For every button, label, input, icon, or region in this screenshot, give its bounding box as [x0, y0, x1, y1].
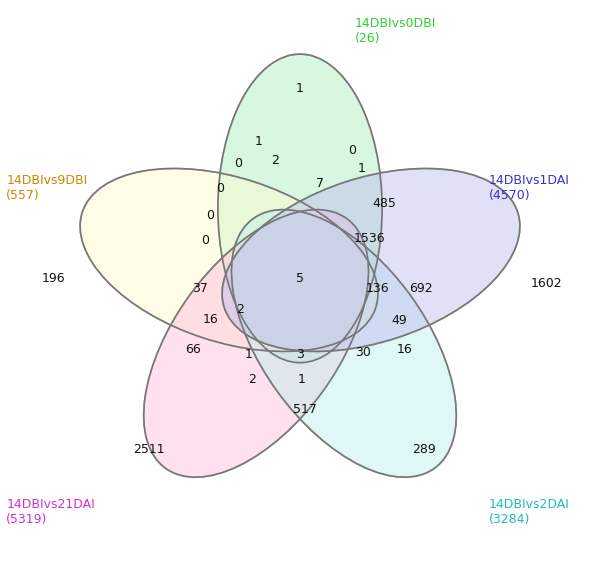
Text: 1: 1	[358, 162, 365, 175]
Text: 289: 289	[413, 443, 436, 455]
Text: 0: 0	[202, 234, 209, 247]
Text: 5: 5	[296, 272, 304, 284]
Text: 485: 485	[373, 197, 397, 210]
Text: 0: 0	[217, 182, 224, 195]
Text: 14DBIvs0DBI
(26): 14DBIvs0DBI (26)	[355, 17, 436, 45]
Text: 66: 66	[185, 343, 200, 356]
Text: 1: 1	[298, 373, 306, 386]
Text: 2: 2	[248, 373, 256, 386]
Text: 16: 16	[203, 313, 218, 327]
Text: 3: 3	[296, 348, 304, 361]
Text: 16: 16	[397, 343, 412, 356]
Text: 30: 30	[355, 346, 371, 359]
Text: 1: 1	[254, 135, 262, 148]
Ellipse shape	[218, 54, 382, 362]
Text: 1: 1	[296, 83, 304, 95]
Text: 14DBIvs9DBI
(557): 14DBIvs9DBI (557)	[7, 175, 88, 202]
Text: 0: 0	[206, 209, 214, 222]
Text: 517: 517	[293, 403, 317, 416]
Text: 1602: 1602	[531, 276, 563, 290]
Text: 14DBIvs2DAI
(3284): 14DBIvs2DAI (3284)	[489, 498, 570, 526]
Text: 1536: 1536	[354, 232, 385, 244]
Text: 14DBIvs1DAI
(4570): 14DBIvs1DAI (4570)	[489, 175, 570, 202]
Text: 1: 1	[244, 348, 252, 361]
Text: 692: 692	[410, 281, 433, 295]
Text: 37: 37	[193, 281, 208, 295]
Text: 2511: 2511	[133, 443, 164, 455]
Text: 7: 7	[316, 177, 324, 190]
Text: 2: 2	[271, 154, 279, 167]
Text: 0: 0	[348, 144, 356, 157]
Ellipse shape	[222, 168, 520, 351]
Text: 2: 2	[236, 303, 244, 316]
Text: 49: 49	[392, 314, 407, 327]
Text: 0: 0	[234, 157, 242, 170]
Text: 14DBIvs21DAI
(5319): 14DBIvs21DAI (5319)	[7, 498, 95, 526]
Text: 196: 196	[41, 272, 65, 284]
Ellipse shape	[80, 168, 378, 351]
Ellipse shape	[144, 210, 368, 477]
Ellipse shape	[232, 210, 456, 477]
Text: 136: 136	[366, 281, 389, 295]
